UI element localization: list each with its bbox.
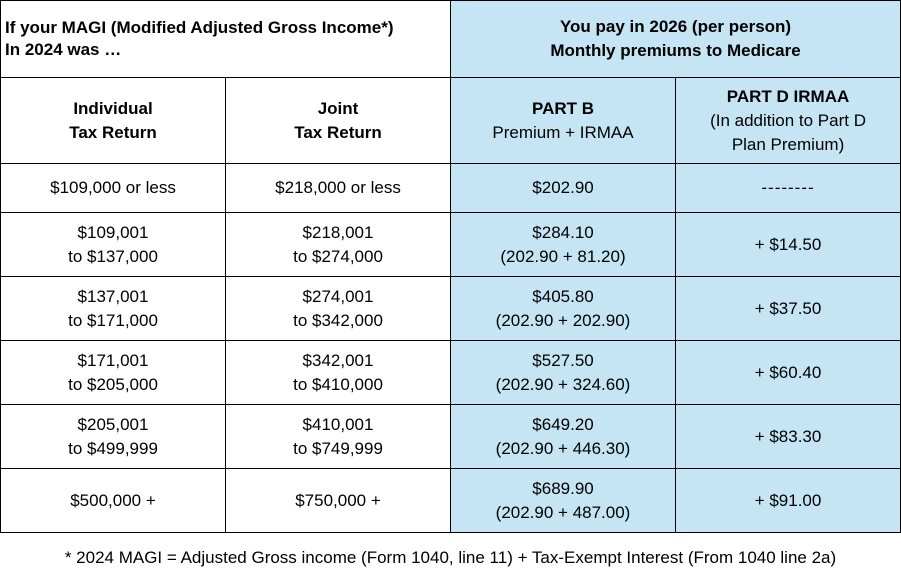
table-row: $500,000 + $750,000 + $689.90 (202.90 + …	[0, 468, 901, 533]
partb-total: $527.50	[532, 350, 594, 370]
joint-cell: $410,001 to $749,999	[224, 404, 452, 469]
joint-value: $750,000 +	[295, 490, 381, 510]
partd-header-line1: PART D IRMAA	[726, 86, 850, 106]
partd-cell: + $83.30	[675, 404, 901, 469]
medicare-premium-table: If your MAGI (Modified Adjusted Gross In…	[0, 0, 901, 533]
individual-cell: $500,000 +	[0, 468, 226, 533]
partd-value: + $83.30	[754, 426, 822, 446]
joint-cell: $342,001 to $410,000	[224, 340, 452, 405]
joint-header-line2: Tax Return	[294, 122, 382, 142]
individual-cell: $109,000 or less	[0, 163, 226, 213]
individual-to: to $205,000	[68, 374, 158, 394]
joint-value: $218,000 or less	[275, 178, 401, 197]
partb-cell: $527.50 (202.90 + 324.60)	[450, 340, 677, 405]
joint-header-line1: Joint	[317, 98, 359, 118]
partb-total: $649.20	[532, 414, 594, 434]
joint-cell: $218,000 or less	[224, 163, 452, 213]
partb-cell: $405.80 (202.90 + 202.90)	[450, 276, 677, 341]
partb-cell: $649.20 (202.90 + 446.30)	[450, 404, 677, 469]
table-row: $109,000 or less $218,000 or less $202.9…	[0, 163, 901, 213]
table-row: $171,001 to $205,000 $342,001 to $410,00…	[0, 340, 901, 405]
pay-header-cell: You pay in 2026 (per person) Monthly pre…	[450, 0, 901, 78]
partb-breakdown: (202.90 + 487.00)	[495, 502, 631, 522]
individual-cell: $171,001 to $205,000	[0, 340, 226, 405]
individual-from: $171,001	[77, 350, 149, 370]
joint-from: $342,001	[302, 350, 374, 370]
individual-to: to $499,999	[68, 438, 158, 458]
partb-cell: $284.10 (202.90 + 81.20)	[450, 212, 677, 277]
partd-value: + $14.50	[754, 234, 822, 254]
partb-cell: $202.90	[450, 163, 677, 213]
joint-cell: $274,001 to $342,000	[224, 276, 452, 341]
individual-header-line1: Individual	[73, 98, 153, 118]
joint-from: $274,001	[302, 286, 374, 306]
partb-header-line1: PART B	[532, 98, 595, 118]
partb-total: $405.80	[532, 286, 594, 306]
partd-value: + $91.00	[754, 490, 822, 510]
partb-total: $284.10	[532, 222, 594, 242]
individual-from: $109,001	[77, 222, 149, 242]
individual-value: $500,000 +	[70, 490, 156, 510]
partd-cell: + $91.00	[675, 468, 901, 533]
table-row: $137,001 to $171,000 $274,001 to $342,00…	[0, 276, 901, 341]
joint-cell: $218,001 to $274,000	[224, 212, 452, 277]
partb-breakdown: (202.90 + 446.30)	[495, 438, 631, 458]
magi-header-cell: If your MAGI (Modified Adjusted Gross In…	[0, 0, 452, 78]
partb-total: $689.90	[532, 478, 594, 498]
partd-value: + $37.50	[754, 298, 822, 318]
partd-cell: --------	[675, 163, 901, 213]
joint-to: to $749,999	[293, 438, 383, 458]
individual-from: $205,001	[77, 414, 149, 434]
individual-header-line2: Tax Return	[69, 122, 157, 142]
partb-breakdown: (202.90 + 324.60)	[495, 374, 631, 394]
individual-cell: $137,001 to $171,000	[0, 276, 226, 341]
joint-to: to $342,000	[293, 310, 383, 330]
magi-header-line2: In 2024 was …	[5, 40, 122, 59]
partd-header-line3: Plan Premium)	[731, 134, 845, 154]
individual-from: $137,001	[77, 286, 149, 306]
table-row: $205,001 to $499,999 $410,001 to $749,99…	[0, 404, 901, 469]
magi-footnote: * 2024 MAGI = Adjusted Gross income (For…	[64, 548, 837, 567]
individual-value: $109,000 or less	[50, 178, 176, 197]
partd-cell: + $14.50	[675, 212, 901, 277]
header-row: If your MAGI (Modified Adjusted Gross In…	[0, 0, 901, 78]
partb-value: $202.90	[532, 178, 594, 197]
partb-column-header: PART B Premium + IRMAA	[450, 77, 677, 164]
partd-value: --------	[761, 178, 815, 197]
individual-to: to $137,000	[68, 246, 158, 266]
joint-column-header: Joint Tax Return	[224, 77, 452, 164]
joint-from: $218,001	[302, 222, 374, 242]
partb-breakdown: (202.90 + 202.90)	[495, 310, 631, 330]
partb-breakdown: (202.90 + 81.20)	[500, 246, 626, 266]
joint-to: to $274,000	[293, 246, 383, 266]
partd-column-header: PART D IRMAA (In addition to Part D Plan…	[675, 77, 901, 164]
joint-from: $410,001	[302, 414, 374, 434]
pay-header-line2: Monthly premiums to Medicare	[550, 41, 801, 60]
individual-to: to $171,000	[68, 310, 158, 330]
partd-header-line2: (In addition to Part D	[710, 110, 866, 130]
magi-header-line1: If your MAGI (Modified Adjusted Gross In…	[5, 18, 394, 37]
joint-to: to $410,000	[293, 374, 383, 394]
partd-value: + $60.40	[754, 362, 822, 382]
individual-cell: $109,001 to $137,000	[0, 212, 226, 277]
column-header-row: Individual Tax Return Joint Tax Return P…	[0, 77, 901, 164]
individual-cell: $205,001 to $499,999	[0, 404, 226, 469]
table-row: $109,001 to $137,000 $218,001 to $274,00…	[0, 212, 901, 277]
partb-cell: $689.90 (202.90 + 487.00)	[450, 468, 677, 533]
individual-column-header: Individual Tax Return	[0, 77, 226, 164]
joint-cell: $750,000 +	[224, 468, 452, 533]
partd-cell: + $60.40	[675, 340, 901, 405]
partd-cell: + $37.50	[675, 276, 901, 341]
partb-header-line2: Premium + IRMAA	[492, 122, 634, 142]
pay-header-line1: You pay in 2026 (per person)	[559, 17, 792, 36]
